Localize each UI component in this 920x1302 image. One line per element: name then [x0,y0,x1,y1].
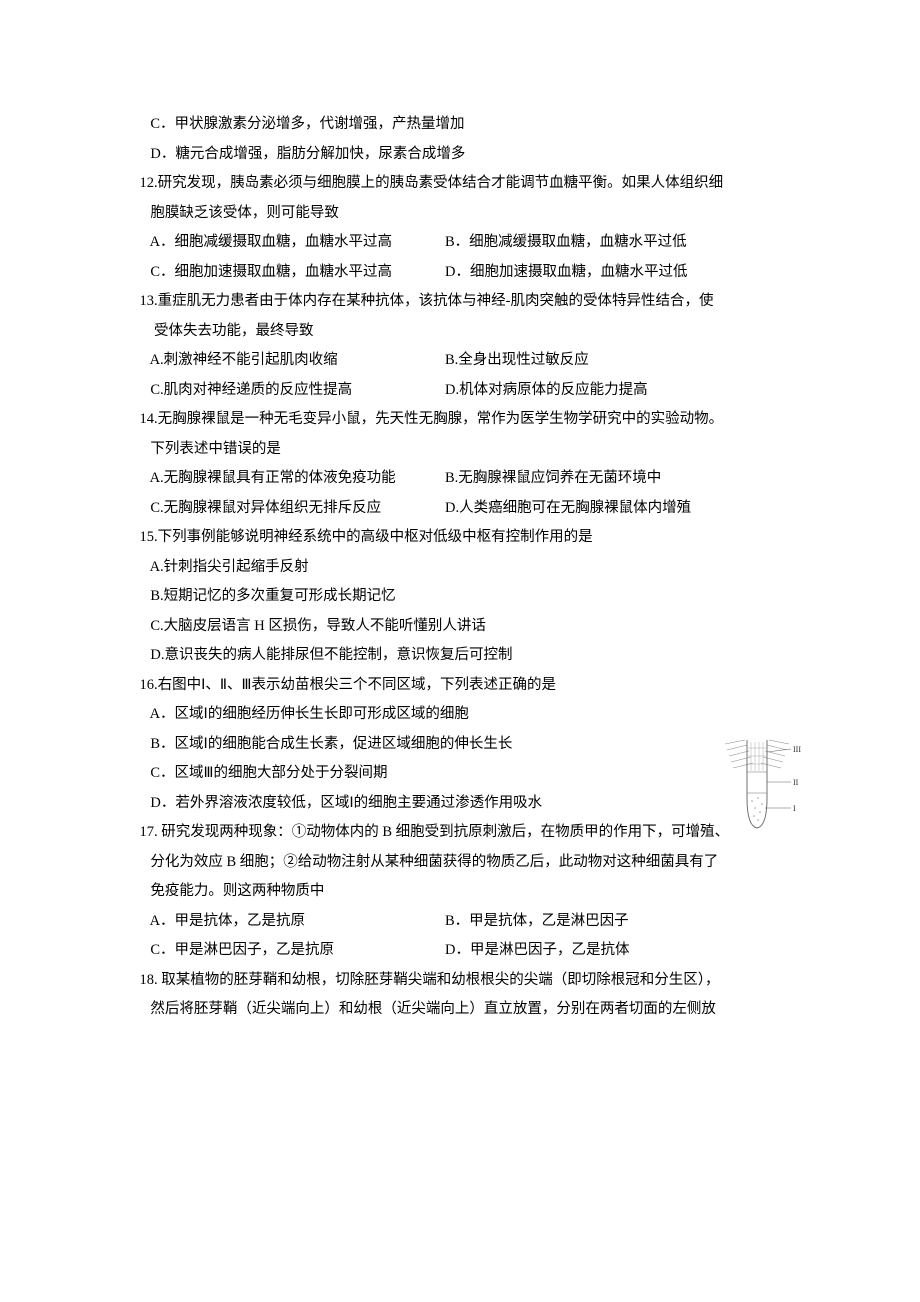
question-stem: 16.右图中Ⅰ、Ⅱ、Ⅲ表示幼苗根尖三个不同区域，下列表述正确的是 [125,671,795,701]
figure-label-ii: II [793,778,799,787]
question-stem-cont: 免疫能力。则这两种物质中 [125,877,795,907]
option-pair: A.无胸腺裸鼠具有正常的体液免疫功能B.无胸腺裸鼠应饲养在无菌环境中 [125,464,795,494]
option-pair: C.无胸腺裸鼠对异体组织无排斥反应D.人类癌细胞可在无胸腺裸鼠体内增殖 [125,494,795,524]
option-left: C．细胞加速摄取血糖，血糖水平过高 [125,258,445,288]
question-stem: 15.下列事例能够说明神经系统中的高级中枢对低级中枢有控制作用的是 [125,523,795,553]
option-right: B.全身出现性过敏反应 [445,346,589,376]
option-right: D.机体对病原体的反应能力提高 [445,376,648,406]
question-stem: 13.重症肌无力患者由于体内存在某种抗体，该抗体与神经-肌肉突触的受体特异性结合… [125,287,795,317]
figure-label-iii: III [793,745,801,754]
option-right: D.人类癌细胞可在无胸腺裸鼠体内增殖 [445,494,691,524]
option-left: C．甲是淋巴因子，乙是抗原 [125,936,445,966]
question-stem-cont: 受体失去功能，最终导致 [125,317,795,347]
option-single: B．区域Ⅰ的细胞能合成生长素，促进区域细胞的伸长生长 [125,730,795,760]
question-stem-cont: 然后将胚芽鞘（近尖端向上）和幼根（近尖端向上）直立放置，分别在两者切面的左侧放 [125,995,795,1025]
option-single: C．区域Ⅲ的细胞大部分处于分裂间期 [125,759,795,789]
root-tip-figure: III II I [725,738,810,833]
option-single: A.针刺指尖引起缩手反射 [125,553,795,583]
pre-option: C．甲状腺激素分泌增多，代谢增强，产热量增加 [125,110,795,140]
option-single: B.短期记忆的多次重复可形成长期记忆 [125,582,795,612]
question-stem: 14.无胸腺裸鼠是一种无毛变异小鼠，先天性无胸腺，常作为医学生物学研究中的实验动… [125,405,795,435]
question-stem-cont: 分化为效应 B 细胞；②给动物注射从某种细菌获得的物质乙后，此动物对这种细菌具有… [125,848,795,878]
option-left: C.无胸腺裸鼠对异体组织无排斥反应 [125,494,445,524]
option-left: A．甲是抗体，乙是抗原 [125,907,445,937]
option-single: D．若外界溶液浓度较低，区域Ⅰ的细胞主要通过渗透作用吸水 [125,789,795,819]
option-pair: C．细胞加速摄取血糖，血糖水平过高D．细胞加速摄取血糖，血糖水平过低 [125,258,795,288]
option-pair: A．甲是抗体，乙是抗原B．甲是抗体，乙是淋巴因子 [125,907,795,937]
question-stem: 18. 取某植物的胚芽鞘和幼根，切除胚芽鞘尖端和幼根根尖的尖端（即切除根冠和分生… [125,966,795,996]
figure-label-i: I [793,804,796,813]
option-left: A.刺激神经不能引起肌肉收缩 [125,346,445,376]
option-left: C.肌肉对神经递质的反应性提高 [125,376,445,406]
option-left: A.无胸腺裸鼠具有正常的体液免疫功能 [125,464,445,494]
option-pair: C．甲是淋巴因子，乙是抗原D．甲是淋巴因子，乙是抗体 [125,936,795,966]
option-single: A．区域Ⅰ的细胞经历伸长生长即可形成区域的细胞 [125,700,795,730]
question-stem: 12.研究发现，胰岛素必须与细胞膜上的胰岛素受体结合才能调节血糖平衡。如果人体组… [125,169,795,199]
question-stem: 17. 研究发现两种现象：①动物体内的 B 细胞受到抗原刺激后，在物质甲的作用下… [125,818,795,848]
option-right: D．细胞加速摄取血糖，血糖水平过低 [445,258,687,288]
option-right: D．甲是淋巴因子，乙是抗体 [445,936,629,966]
option-pair: C.肌肉对神经递质的反应性提高D.机体对病原体的反应能力提高 [125,376,795,406]
option-pair: A．细胞减缓摄取血糖，血糖水平过高B．细胞减缓摄取血糖，血糖水平过低 [125,228,795,258]
option-right: B．细胞减缓摄取血糖，血糖水平过低 [445,228,687,258]
question-stem-cont: 胞膜缺乏该受体，则可能导致 [125,199,795,229]
option-right: B.无胸腺裸鼠应饲养在无菌环境中 [445,464,661,494]
option-left: A．细胞减缓摄取血糖，血糖水平过高 [125,228,445,258]
option-single: D.意识丧失的病人能排尿但不能控制，意识恢复后可控制 [125,641,795,671]
question-stem-cont: 下列表述中错误的是 [125,435,795,465]
option-pair: A.刺激神经不能引起肌肉收缩B.全身出现性过敏反应 [125,346,795,376]
pre-option: D．糖元合成增强，脂肪分解加快，尿素合成增多 [125,140,795,170]
option-single: C.大脑皮层语言 H 区损伤，导致人不能听懂别人讲话 [125,612,795,642]
option-right: B．甲是抗体，乙是淋巴因子 [445,907,629,937]
